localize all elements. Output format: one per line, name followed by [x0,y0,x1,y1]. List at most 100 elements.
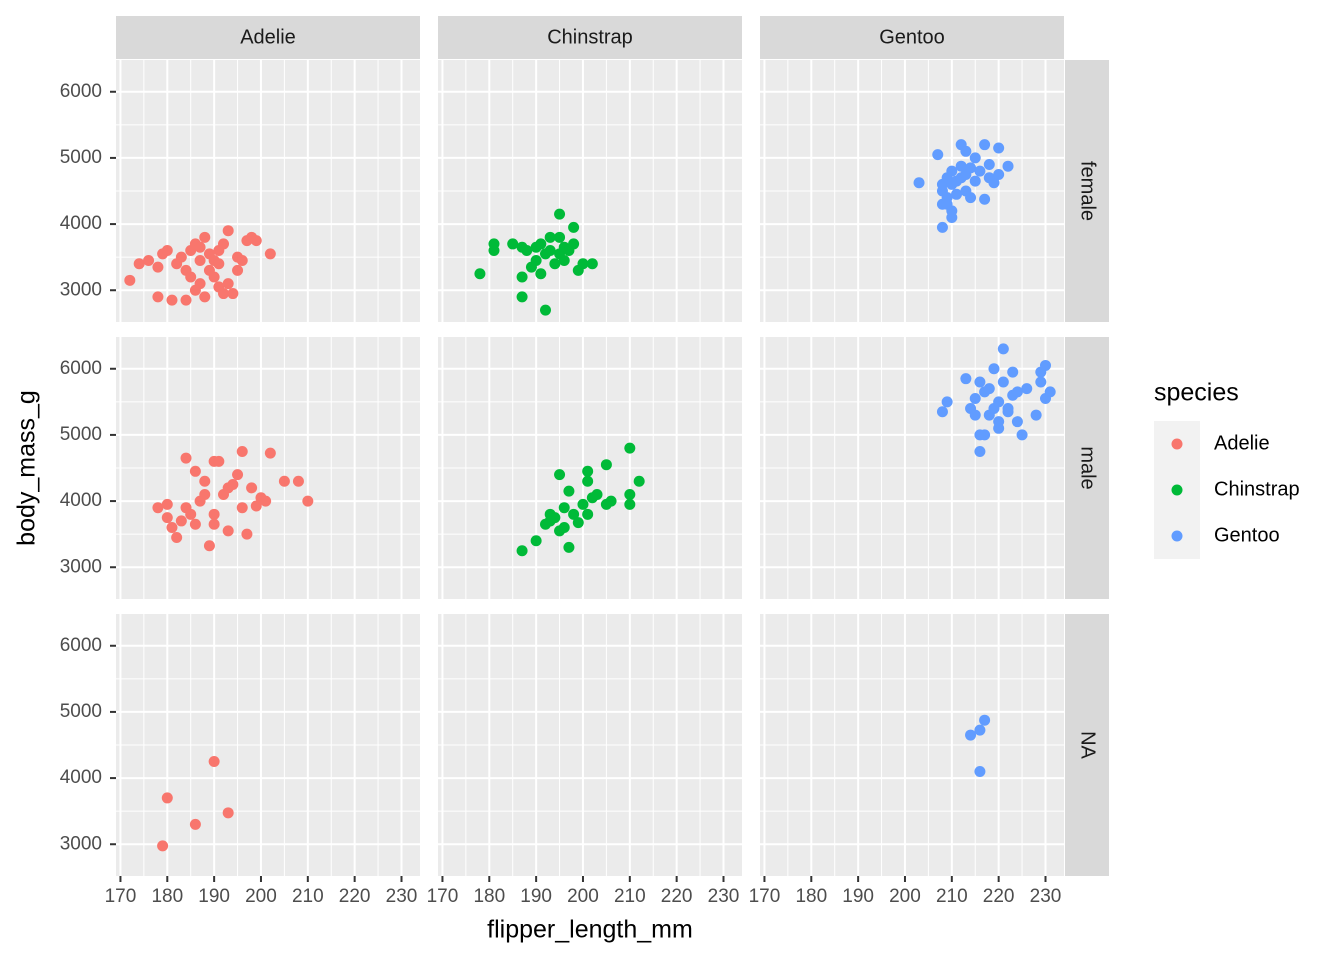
x-tick-label: 180 [151,886,183,907]
point [143,254,155,266]
legend-label: Adelie [1214,432,1270,454]
point [572,517,584,529]
point [227,288,239,300]
y-tick-label: 5000 [60,147,102,168]
point [1044,386,1056,398]
point [302,495,314,507]
row-strip [1065,337,1109,599]
point [969,152,981,164]
point [974,376,986,388]
column-strip-label: Gentoo [879,26,945,48]
point [507,238,519,250]
point [979,139,991,151]
point [983,159,995,171]
point [208,508,220,520]
point [993,416,1005,428]
x-tick-label: 190 [842,886,874,907]
point [979,193,991,205]
point [236,445,248,457]
point [993,142,1005,154]
point [180,294,192,306]
point [161,792,173,804]
point [157,840,169,852]
point [988,177,1000,189]
column-strip [438,16,742,59]
x-tick-label: 230 [386,886,418,907]
row-strip [1065,60,1109,322]
point [171,531,183,543]
point [936,221,948,233]
y-tick-label: 3000 [60,833,102,854]
point [591,488,603,500]
point [516,545,528,557]
row-strip-label: female [1077,161,1099,221]
point [1039,359,1051,371]
point [199,231,211,243]
point [232,469,244,481]
point [582,465,594,477]
point [1016,429,1028,441]
point [946,165,958,177]
x-axis-title: flipper_length_mm [487,916,693,944]
point [577,258,589,270]
point [1002,406,1014,418]
point [521,245,533,257]
x-tick-label: 230 [708,886,740,907]
point [222,525,234,537]
point [965,729,977,741]
point [208,518,220,530]
point [292,475,304,487]
x-tick-label: 180 [473,886,505,907]
x-tick-label: 170 [427,886,459,907]
point [913,177,925,189]
point [250,500,262,512]
point [236,254,248,266]
point [535,268,547,280]
point [941,198,953,210]
point [932,149,944,161]
point [133,258,145,270]
point [974,165,986,177]
point [586,258,598,270]
x-tick-label: 200 [245,886,277,907]
point [582,475,594,487]
y-tick-label: 5000 [60,701,102,722]
point [965,192,977,204]
point [260,495,272,507]
point [213,258,225,270]
point [199,475,211,487]
point [516,291,528,303]
point [152,261,164,273]
point [969,409,981,421]
point [960,145,972,157]
legend-title: species [1154,379,1239,407]
point [554,208,566,220]
x-tick-label: 230 [1030,886,1062,907]
point [161,498,173,510]
point [549,512,561,524]
point [983,383,995,395]
point [979,714,991,726]
legend-marker [1171,530,1183,542]
point [563,541,575,553]
point [633,475,645,487]
point [194,241,206,253]
point [185,508,197,520]
point [965,162,977,174]
point [241,528,253,540]
point [124,274,136,286]
point [1011,386,1023,398]
point [582,508,594,520]
point [1011,416,1023,428]
row-strip-label: NA [1077,731,1099,759]
x-tick-label: 210 [614,886,646,907]
point [203,248,215,260]
point [969,175,981,187]
x-tick-label: 200 [889,886,921,907]
point [624,488,636,500]
point [530,535,542,547]
point [236,502,248,514]
point [232,264,244,276]
point [568,221,580,233]
